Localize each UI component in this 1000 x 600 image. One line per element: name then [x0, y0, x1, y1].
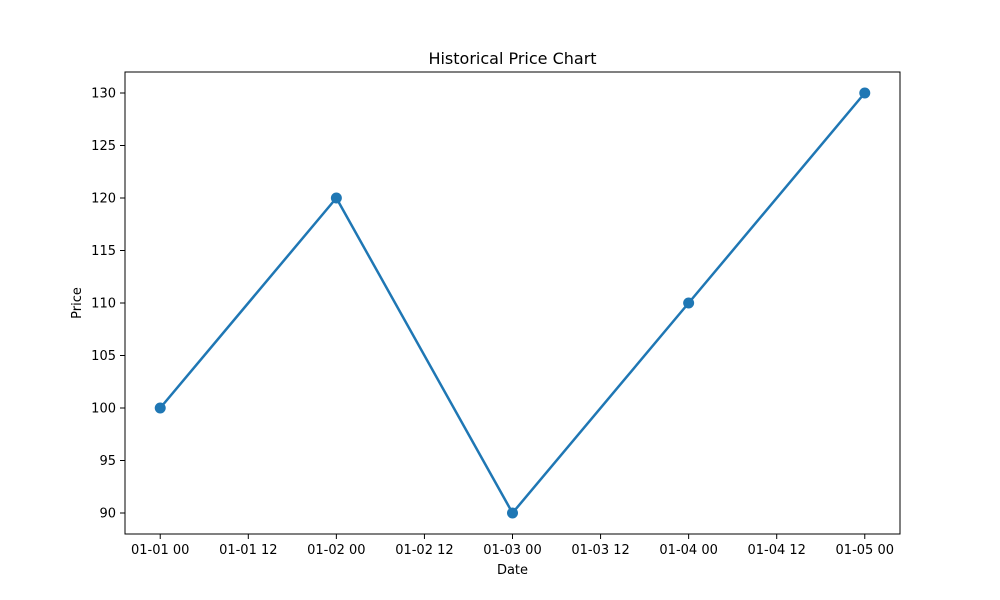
price-data-point: [154, 402, 166, 414]
x-tick-label: 01-01 12: [219, 543, 277, 558]
x-tick-label: 01-04 12: [747, 543, 805, 558]
x-tick-label: 01-04 00: [659, 543, 717, 558]
plot-frame: [124, 71, 901, 535]
chart-title: Historical Price Chart: [428, 49, 596, 68]
x-tick-label: 01-05 00: [836, 543, 894, 558]
y-axis-label: Price: [70, 287, 85, 319]
y-tick-label: 100: [91, 402, 116, 417]
y-tick-label: 90: [99, 507, 116, 522]
price-data-point: [507, 507, 518, 519]
x-tick-label: 01-02 00: [307, 543, 365, 558]
y-tick-label: 120: [91, 192, 116, 207]
y-tick-label: 95: [99, 454, 116, 469]
price-data-point: [859, 87, 871, 99]
x-tick-label: 01-03 00: [483, 543, 541, 558]
plot-area: 90 95 100 105 110 115 120 125 130 01-01 00 01-01 1…: [91, 87, 894, 559]
price-data-point: [683, 297, 695, 309]
x-tick-label: 01-02 12: [395, 543, 453, 558]
y-tick-label: 130: [91, 87, 116, 102]
y-tick-label: 125: [91, 139, 116, 154]
x-axis-label: Date: [497, 563, 528, 578]
x-tick-label: 01-03 12: [571, 543, 629, 558]
x-tick-label: 01-01 00: [131, 543, 189, 558]
y-tick-label: 110: [91, 297, 116, 312]
price-data-point: [330, 192, 342, 204]
y-tick-label: 115: [91, 244, 116, 259]
y-tick-label: 105: [91, 349, 116, 364]
